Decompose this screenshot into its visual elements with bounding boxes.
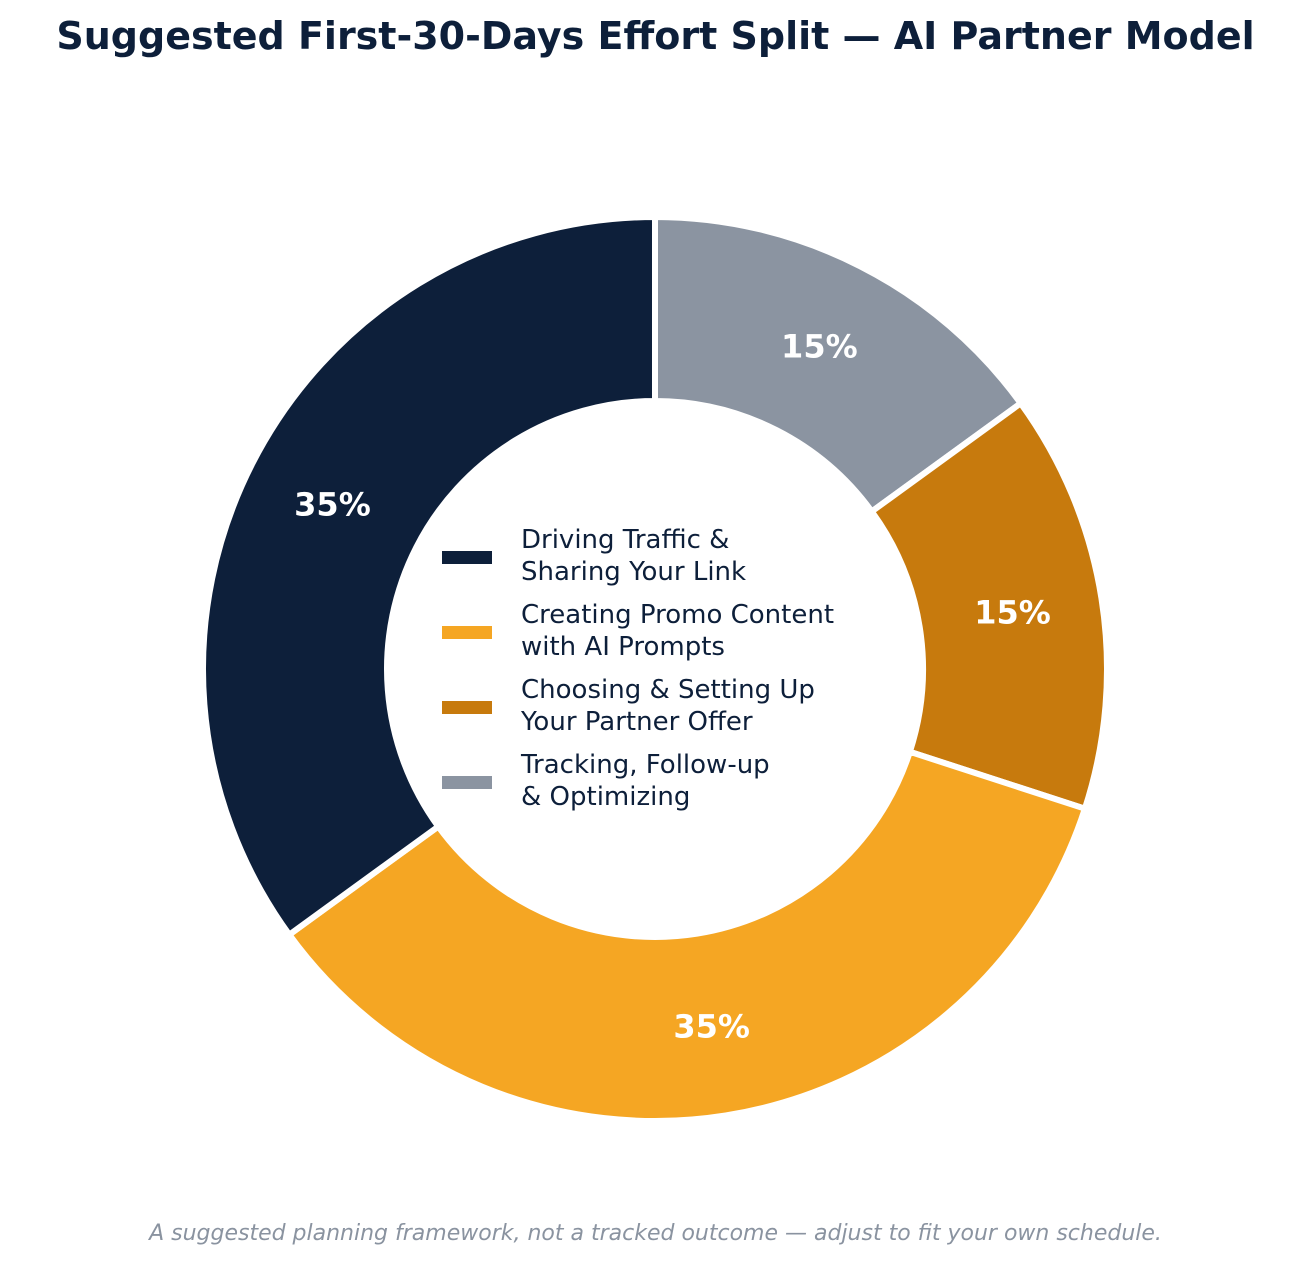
- legend-label-line: Your Partner Offer: [521, 707, 753, 737]
- legend-label: Creating Promo Content with AI Prompts: [521, 599, 834, 663]
- legend-swatch: [442, 701, 492, 714]
- donut-slice-labels: 15% 15% 35% 35%: [294, 327, 1051, 1045]
- slice-driving-traffic: [200, 213, 658, 939]
- legend-swatch: [442, 776, 492, 789]
- legend-swatch: [442, 626, 492, 639]
- legend-label-line: & Optimizing: [521, 782, 691, 812]
- slice-percent-label: 15%: [781, 327, 858, 365]
- legend-label-line: Sharing Your Link: [521, 557, 747, 587]
- legend-label-line: Creating Promo Content: [521, 600, 835, 630]
- legend-swatch: [442, 551, 492, 564]
- legend-label-line: Tracking, Follow-up: [521, 750, 770, 780]
- donut-slices: [200, 213, 1110, 1124]
- chart-title: Suggested First-30-Days Effort Split — A…: [56, 14, 1255, 58]
- legend-label: Driving Traffic & Sharing Your Link: [521, 524, 746, 588]
- legend-label-line: Driving Traffic &: [521, 525, 730, 555]
- slice-creating-promo-content: [285, 748, 1089, 1124]
- slice-percent-label: 35%: [673, 1008, 750, 1046]
- legend-label-line: with AI Prompts: [521, 632, 725, 662]
- slice-tracking-optimizing: [652, 213, 1025, 516]
- slice-choosing-partner-offer: [867, 399, 1110, 813]
- slice-percent-label: 35%: [294, 486, 371, 524]
- legend-label-line: Choosing & Setting Up: [521, 675, 815, 705]
- legend-label: Tracking, Follow-up & Optimizing: [521, 749, 770, 813]
- footnote: A suggested planning framework, not a tr…: [149, 1221, 1162, 1246]
- slice-percent-label: 15%: [974, 593, 1051, 631]
- legend-label: Choosing & Setting Up Your Partner Offer: [521, 674, 815, 738]
